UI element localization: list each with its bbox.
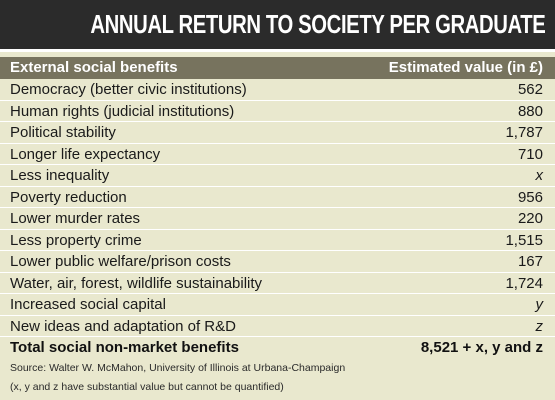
benefit-value: 1,724 — [505, 274, 543, 292]
benefit-value: x — [535, 167, 544, 184]
table-row: Increased social capital y — [0, 294, 555, 316]
table-row: Lower public welfare/prison costs 167 — [0, 251, 555, 273]
benefit-value: 710 — [517, 145, 543, 163]
benefit-label: Less property crime — [10, 231, 142, 249]
column-header-row: External social benefits Estimated value… — [0, 57, 555, 79]
benefit-value: y — [535, 296, 544, 313]
benefit-label: Democracy (better civic institutions) — [10, 81, 247, 98]
table-row: Less inequality x — [0, 165, 555, 187]
total-row: Total social non-market benefits 8,521 +… — [0, 337, 555, 359]
table-row: New ideas and adaptation of R&D z — [0, 316, 555, 337]
table-row: Lower murder rates 220 — [0, 208, 555, 230]
benefit-value: z — [535, 317, 544, 335]
benefit-value: 956 — [517, 188, 543, 206]
table-row: Water, air, forest, wildlife sustainabil… — [0, 273, 555, 294]
benefits-table: Democracy (better civic institutions) 56… — [0, 79, 555, 359]
table-row: Less property crime 1,515 — [0, 230, 555, 251]
footnote: (x, y and z have substantial value but c… — [10, 381, 284, 393]
benefit-value: 562 — [517, 81, 543, 98]
benefit-value: 880 — [517, 102, 543, 120]
benefit-value: 1,515 — [505, 231, 543, 249]
table-row: Poverty reduction 956 — [0, 187, 555, 208]
column-header-value: Estimated value (in £) — [388, 59, 543, 76]
benefit-value: 167 — [517, 253, 543, 270]
benefit-label: Poverty reduction — [10, 188, 127, 206]
column-header-benefit: External social benefits — [10, 59, 178, 76]
benefit-label: Lower public welfare/prison costs — [10, 253, 231, 270]
table-row: Longer life expectancy 710 — [0, 144, 555, 165]
total-value: 8,521 + x, y and z — [420, 339, 543, 356]
benefit-label: Increased social capital — [10, 296, 166, 313]
benefit-label: Less inequality — [10, 167, 110, 184]
title-bar: ANNUAL RETURN TO SOCIETY PER GRADUATE — [0, 0, 555, 52]
benefit-value: 220 — [517, 210, 543, 227]
benefit-label: Water, air, forest, wildlife sustainabil… — [10, 274, 263, 292]
benefit-label: Human rights (judicial institutions) — [10, 102, 235, 120]
source-note: Source: Walter W. McMahon, University of… — [10, 362, 346, 374]
total-label: Total social non-market benefits — [10, 339, 239, 356]
benefit-label: New ideas and adaptation of R&D — [10, 317, 236, 335]
infographic-title: ANNUAL RETURN TO SOCIETY PER GRADUATE — [89, 9, 545, 39]
benefit-value: 1,787 — [505, 124, 543, 141]
table-row: Political stability 1,787 — [0, 122, 555, 144]
table-row: Human rights (judicial institutions) 880 — [0, 101, 555, 122]
benefit-label: Longer life expectancy — [10, 145, 161, 163]
table-row: Democracy (better civic institutions) 56… — [0, 79, 555, 101]
benefit-label: Political stability — [10, 124, 116, 141]
benefit-label: Lower murder rates — [10, 210, 141, 227]
